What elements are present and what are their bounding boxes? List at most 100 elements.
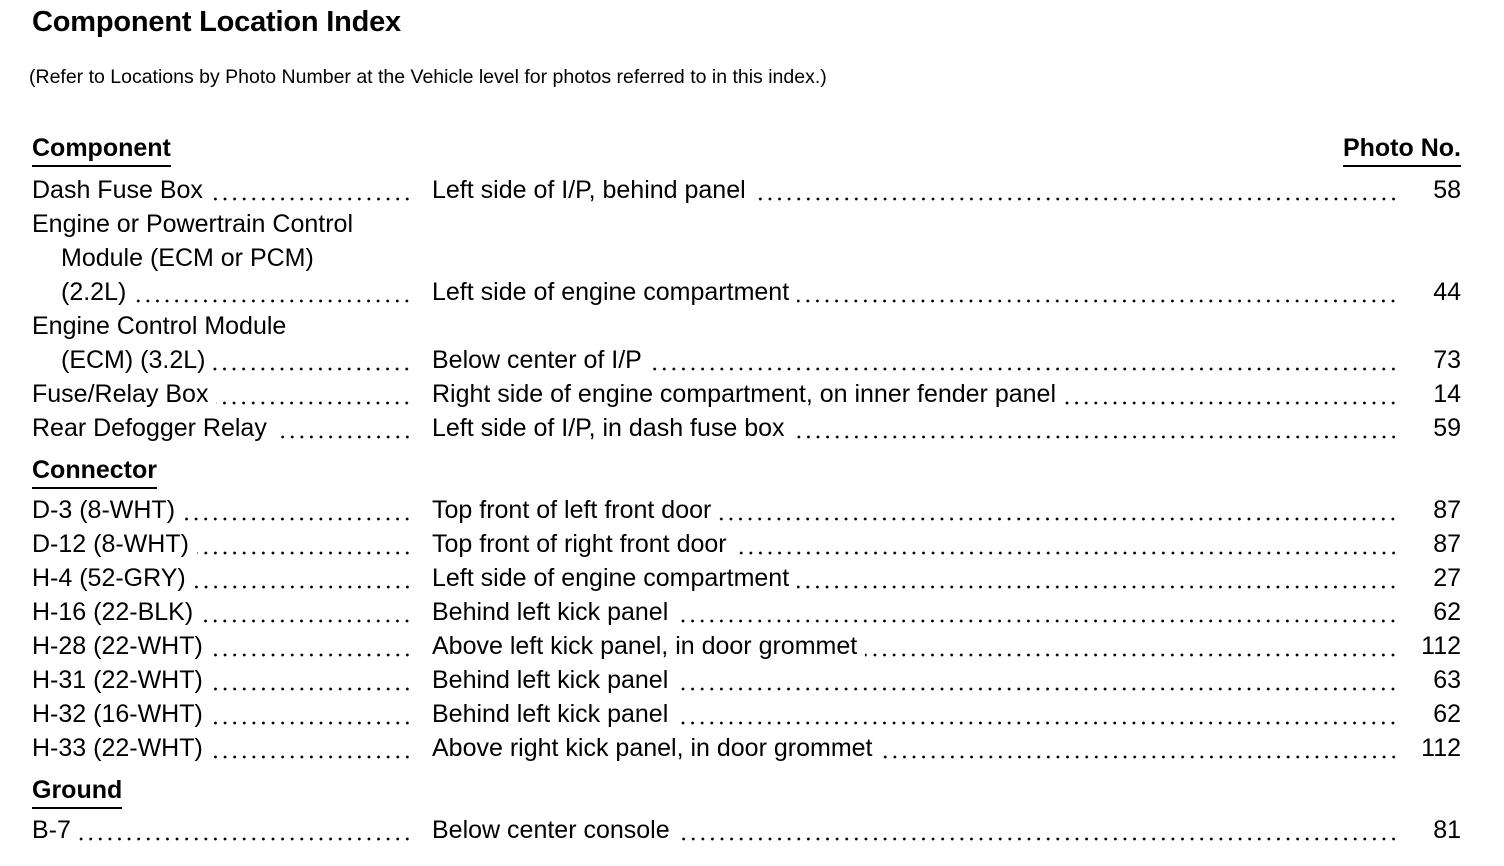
component-name: Module (ECM or PCM) <box>61 244 314 272</box>
location-cell: Left side of engine compartment <box>432 561 1412 595</box>
section-header: Connector <box>32 455 1461 489</box>
dot-leader <box>797 561 1398 595</box>
component-name: (ECM) (3.2L) <box>61 346 206 374</box>
index-row: (ECM) (3.2L) Below center of I/P 73 <box>32 343 1461 377</box>
component-name: H-4 (52-GRY) <box>32 564 186 592</box>
component-cell: H-16 (22-BLK) <box>32 595 412 629</box>
location-cell: Left side of I/P, in dash fuse box <box>432 411 1412 445</box>
dot-leader <box>216 377 412 411</box>
location-cell: Right side of engine compartment, on inn… <box>432 377 1412 411</box>
index-row: D-3 (8-WHT) Top front of left front door 8… <box>32 493 1461 527</box>
component-cell: H-4 (52-GRY) <box>32 561 412 595</box>
page-subtitle: (Refer to Locations by Photo Number at t… <box>29 66 827 88</box>
location-text: Behind left kick panel <box>432 666 669 694</box>
component-cell: Dash Fuse Box <box>32 173 412 207</box>
component-cell: Rear Defogger Relay <box>32 411 412 445</box>
dot-leader <box>865 629 1398 663</box>
photo-number: 14 <box>1433 380 1461 408</box>
component-name: Engine Control Module <box>32 312 287 340</box>
component-name: Dash Fuse Box <box>32 176 203 204</box>
section-header: Component Photo No. <box>32 133 1461 167</box>
dot-leader <box>719 493 1398 527</box>
index-row: H-16 (22-BLK) Behind left kick panel 62 <box>32 595 1461 629</box>
location-text: Left side of engine compartment <box>432 564 790 592</box>
dot-leader <box>792 411 1398 445</box>
dot-leader <box>183 493 412 527</box>
location-text: Behind left kick panel <box>432 598 669 626</box>
component-name: Engine or Powertrain Control <box>32 210 353 238</box>
location-cell: Below center console <box>432 813 1412 847</box>
dot-leader <box>210 663 412 697</box>
dot-leader <box>649 343 1398 377</box>
component-name: D-12 (8-WHT) <box>32 530 189 558</box>
component-cell: Module (ECM or PCM) <box>32 241 412 275</box>
index-row-continuation: Module (ECM or PCM) <box>32 241 1461 275</box>
location-text: Below center of I/P <box>432 346 642 374</box>
section-heading: Ground <box>32 775 123 809</box>
component-cell: B-7 <box>32 813 412 847</box>
dot-leader <box>213 343 412 377</box>
location-cell: Behind left kick panel <box>432 697 1412 731</box>
location-text: Above right kick panel, in door grommet <box>432 734 873 762</box>
component-cell: D-3 (8-WHT) <box>32 493 412 527</box>
component-cell: (2.2L) <box>32 275 412 309</box>
photo-number: 44 <box>1433 278 1461 306</box>
dot-leader <box>676 697 1398 731</box>
component-cell: Engine Control Module <box>32 309 412 343</box>
location-cell: Behind left kick panel <box>432 595 1412 629</box>
index-row-continuation: Engine Control Module <box>32 309 1461 343</box>
location-text: Above left kick panel, in door grommet <box>432 632 858 660</box>
index-row: (2.2L) Left side of engine compartment 44 <box>32 275 1461 309</box>
index-row: Fuse/Relay Box Right side of engine compa… <box>32 377 1461 411</box>
dot-leader <box>677 813 1398 847</box>
dot-leader <box>193 561 412 595</box>
index-row: H-33 (22-WHT) Above right kick panel, in … <box>32 731 1461 765</box>
component-name: Rear Defogger Relay <box>32 414 267 442</box>
photo-number: 87 <box>1433 496 1461 524</box>
component-name: H-16 (22-BLK) <box>32 598 194 626</box>
location-cell: Left side of I/P, behind panel <box>432 173 1412 207</box>
component-name: B-7 <box>32 816 71 844</box>
component-cell: Engine or Powertrain Control <box>32 207 412 241</box>
index-row: H-4 (52-GRY) Left side of engine compartm… <box>32 561 1461 595</box>
section-heading: Connector <box>32 455 157 489</box>
dot-leader <box>676 595 1398 629</box>
location-cell: Behind left kick panel <box>432 663 1412 697</box>
page-title: Component Location Index <box>32 6 401 38</box>
location-text: Top front of right front door <box>432 530 727 558</box>
location-text: Left side of I/P, behind panel <box>432 176 746 204</box>
component-name: D-3 (8-WHT) <box>32 496 176 524</box>
index-row: H-32 (16-WHT) Behind left kick panel 62 <box>32 697 1461 731</box>
component-name: Fuse/Relay Box <box>32 380 209 408</box>
photo-number-header: Photo No. <box>1342 133 1461 167</box>
dot-leader <box>676 663 1398 697</box>
index-row-continuation: Engine or Powertrain Control <box>32 207 1461 241</box>
component-cell: H-28 (22-WHT) <box>32 629 412 663</box>
dot-leader <box>880 731 1398 765</box>
photo-number: 73 <box>1433 346 1461 374</box>
component-cell: Fuse/Relay Box <box>32 377 412 411</box>
component-cell: (ECM) (3.2L) <box>32 343 412 377</box>
index-row: H-28 (22-WHT) Above left kick panel, in d… <box>32 629 1461 663</box>
location-cell: Below center of I/P <box>432 343 1412 377</box>
component-name: H-28 (22-WHT) <box>32 632 203 660</box>
photo-number: 87 <box>1433 530 1461 558</box>
index-row: Dash Fuse Box Left side of I/P, behind pa… <box>32 173 1461 207</box>
dot-leader <box>196 527 412 561</box>
dot-leader <box>210 629 412 663</box>
dot-leader <box>201 595 412 629</box>
component-cell: H-33 (22-WHT) <box>32 731 412 765</box>
location-text: Top front of left front door <box>432 496 712 524</box>
dot-leader <box>210 173 412 207</box>
photo-number: 59 <box>1433 414 1461 442</box>
location-text: Behind left kick panel <box>432 700 669 728</box>
index-row: Rear Defogger Relay Left side of I/P, in … <box>32 411 1461 445</box>
component-cell: H-32 (16-WHT) <box>32 697 412 731</box>
component-name: H-32 (16-WHT) <box>32 700 203 728</box>
location-cell: Above left kick panel, in door grommet <box>432 629 1412 663</box>
dot-leader <box>210 731 412 765</box>
photo-number: 27 <box>1433 564 1461 592</box>
location-text: Left side of engine compartment <box>432 278 790 306</box>
photo-number: 63 <box>1433 666 1461 694</box>
location-cell: Above right kick panel, in door grommet <box>432 731 1412 765</box>
